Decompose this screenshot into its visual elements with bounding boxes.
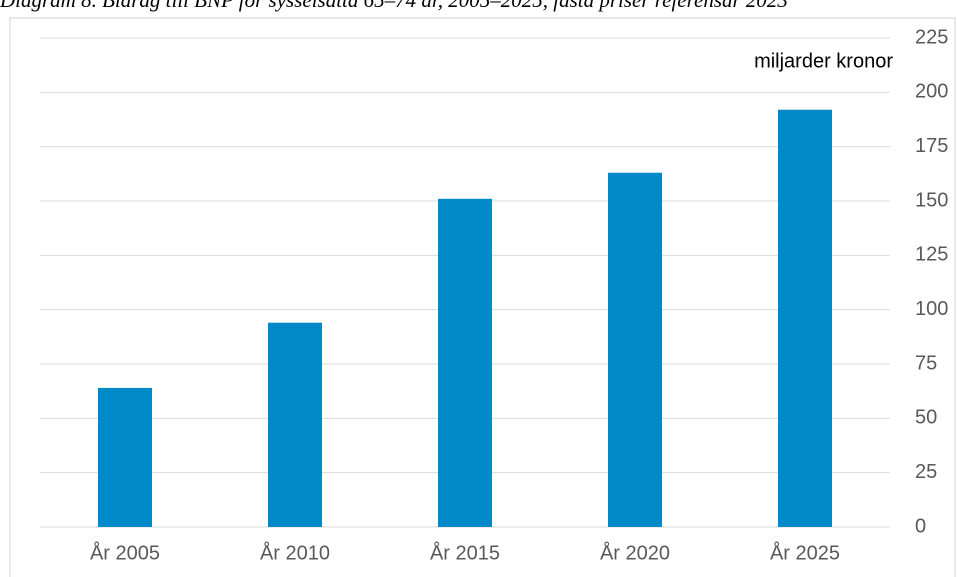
bar bbox=[608, 172, 662, 527]
y-tick-label: 0 bbox=[915, 515, 926, 537]
y-tick-label: 225 bbox=[915, 26, 948, 48]
y-tick-label: 150 bbox=[915, 189, 948, 211]
x-tick-label: År 2025 bbox=[770, 541, 840, 564]
x-tick-label: År 2020 bbox=[600, 541, 670, 564]
bar bbox=[438, 198, 492, 527]
y-tick-label: 75 bbox=[915, 352, 937, 374]
chart-title: Diagram 8. Bidrag till BNP för sysselsat… bbox=[0, 0, 788, 12]
bar bbox=[268, 322, 322, 527]
chart-border bbox=[9, 17, 956, 577]
axis-unit: miljarder kronor bbox=[754, 50, 893, 72]
y-tick-label: 50 bbox=[915, 407, 937, 429]
y-tick-label: 200 bbox=[915, 81, 948, 103]
x-tick-label: År 2015 bbox=[430, 541, 500, 564]
x-tick-label: År 2005 bbox=[90, 541, 160, 564]
bar bbox=[778, 109, 832, 527]
y-tick-label: 175 bbox=[915, 135, 948, 157]
y-tick-label: 125 bbox=[915, 244, 948, 266]
y-tick-label: 100 bbox=[915, 298, 948, 320]
y-tick-label: 25 bbox=[915, 461, 937, 483]
bar bbox=[98, 387, 152, 527]
x-tick-label: År 2010 bbox=[260, 541, 330, 564]
